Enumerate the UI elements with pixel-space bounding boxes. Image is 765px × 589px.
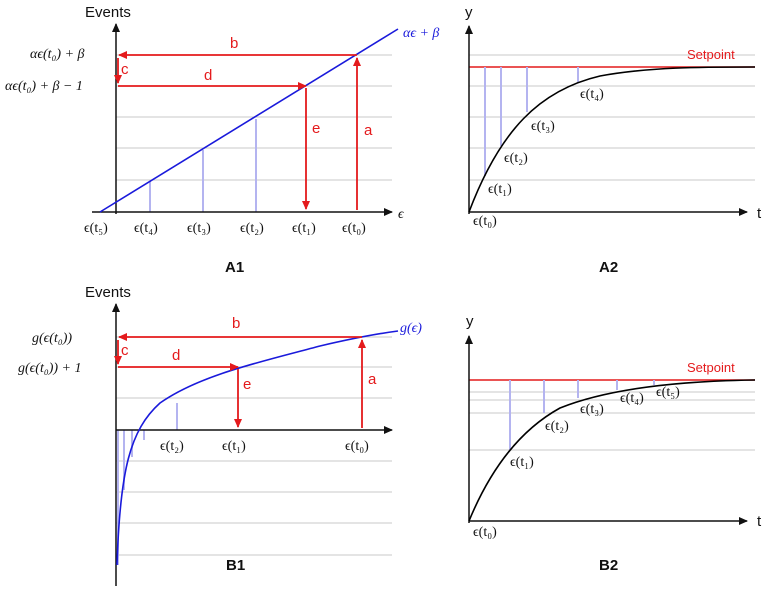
b1-x-ticks: ϵ(t₂) ϵ(t₁) ϵ(t₀) xyxy=(160,439,369,454)
b1-arrow-label-a: a xyxy=(368,371,377,388)
a1-arrow-label-e: e xyxy=(312,120,320,137)
a1-linear-curve xyxy=(99,28,399,213)
b1-y-axis-label: Events xyxy=(85,284,131,301)
a2-stems xyxy=(484,67,579,176)
a2-point-t4: ϵ(t₄) xyxy=(580,87,604,102)
panel-a2: Setpoint y t ϵ(t₀) ϵ(t₁) ϵ(t₂) ϵ(t₃) ϵ(t… xyxy=(465,4,762,276)
a2-point-t2: ϵ(t₂) xyxy=(504,151,528,166)
panel-a1: Events ϵ αϵ + β αϵ(t₀) + β αϵ(t₀) + β − … xyxy=(5,4,439,276)
a1-tick-t2: ϵ(t₂) xyxy=(240,221,264,236)
b1-stems xyxy=(117,403,178,565)
b2-response-curve xyxy=(468,379,756,522)
b1-arrow-label-e: e xyxy=(243,376,251,393)
a1-stems xyxy=(149,119,257,212)
a2-response-curve xyxy=(468,66,756,213)
panel-b2: Setpoint y t ϵ(t₀) ϵ(t₁) ϵ(t₂) ϵ(t₃) ϵ(t… xyxy=(465,313,762,574)
b1-panel-label: B1 xyxy=(226,557,245,574)
b2-x-axis-label: t xyxy=(757,513,762,530)
b2-point-t4: ϵ(t₄) xyxy=(620,391,644,406)
b2-y-axis-label: y xyxy=(466,313,474,330)
a1-tick-t3: ϵ(t₃) xyxy=(187,221,211,236)
a2-point-t3: ϵ(t₃) xyxy=(531,119,555,134)
a1-tick-t1: ϵ(t₁) xyxy=(292,221,316,236)
b1-log-curve xyxy=(116,330,399,566)
a1-tick-t5: ϵ(t₅) xyxy=(84,221,108,236)
a1-arrow-label-c: c xyxy=(121,61,129,78)
a2-gridlines xyxy=(469,54,755,181)
b1-y-label-mid: g(ϵ(t₀)) + 1 xyxy=(18,361,82,376)
a1-tick-t4: ϵ(t₄) xyxy=(134,221,158,236)
a1-arrows xyxy=(114,51,361,210)
a1-y-axis-label: Events xyxy=(85,4,131,21)
a1-arrow-label-a: a xyxy=(364,122,373,139)
a2-panel-label: A2 xyxy=(599,259,618,276)
b1-curve-label: g(ϵ) xyxy=(400,321,422,336)
a1-curve-label: αϵ + β xyxy=(403,26,439,41)
a2-point-t1: ϵ(t₁) xyxy=(488,182,512,197)
a1-panel-label: A1 xyxy=(225,259,244,276)
b2-point-t5: ϵ(t₅) xyxy=(656,385,680,400)
panel-b1: Events g(ϵ) g(ϵ(t₀)) g(ϵ(t₀)) + 1 ϵ(t₂) … xyxy=(18,284,422,586)
a2-setpoint-label: Setpoint xyxy=(687,47,735,62)
b2-point-t1: ϵ(t₁) xyxy=(510,455,534,470)
a1-y-label-mid: αϵ(t₀) + β − 1 xyxy=(5,79,83,94)
b1-tick-t2: ϵ(t₂) xyxy=(160,439,184,454)
b2-stems xyxy=(509,380,655,450)
b1-tick-t0: ϵ(t₀) xyxy=(345,439,369,454)
b1-arrow-label-d: d xyxy=(172,347,180,364)
a1-arrow-label-b: b xyxy=(230,35,238,52)
b2-gridlines xyxy=(469,379,755,451)
b2-point-t3: ϵ(t₃) xyxy=(580,402,604,417)
a1-arrow-label-d: d xyxy=(204,67,212,84)
a1-x-axis-label: ϵ xyxy=(398,207,405,222)
b2-panel-label: B2 xyxy=(599,557,618,574)
a2-point-t0: ϵ(t₀) xyxy=(473,214,497,229)
a2-x-axis-label: t xyxy=(757,205,762,222)
b2-point-t2: ϵ(t₂) xyxy=(545,419,569,434)
a1-x-ticks: ϵ(t₅) ϵ(t₄) ϵ(t₃) ϵ(t₂) ϵ(t₁) ϵ(t₀) xyxy=(84,221,366,236)
b1-arrow-label-c: c xyxy=(121,342,129,359)
a2-y-axis-label: y xyxy=(465,4,473,21)
b1-tick-t1: ϵ(t₁) xyxy=(222,439,246,454)
b1-arrows xyxy=(114,333,366,428)
b2-point-t0: ϵ(t₀) xyxy=(473,525,497,540)
b2-setpoint-label: Setpoint xyxy=(687,360,735,375)
b1-y-label-top: g(ϵ(t₀)) xyxy=(32,331,72,346)
a1-y-label-top: αϵ(t₀) + β xyxy=(30,47,85,62)
a1-tick-t0: ϵ(t₀) xyxy=(342,221,366,236)
b1-arrow-label-b: b xyxy=(232,315,240,332)
